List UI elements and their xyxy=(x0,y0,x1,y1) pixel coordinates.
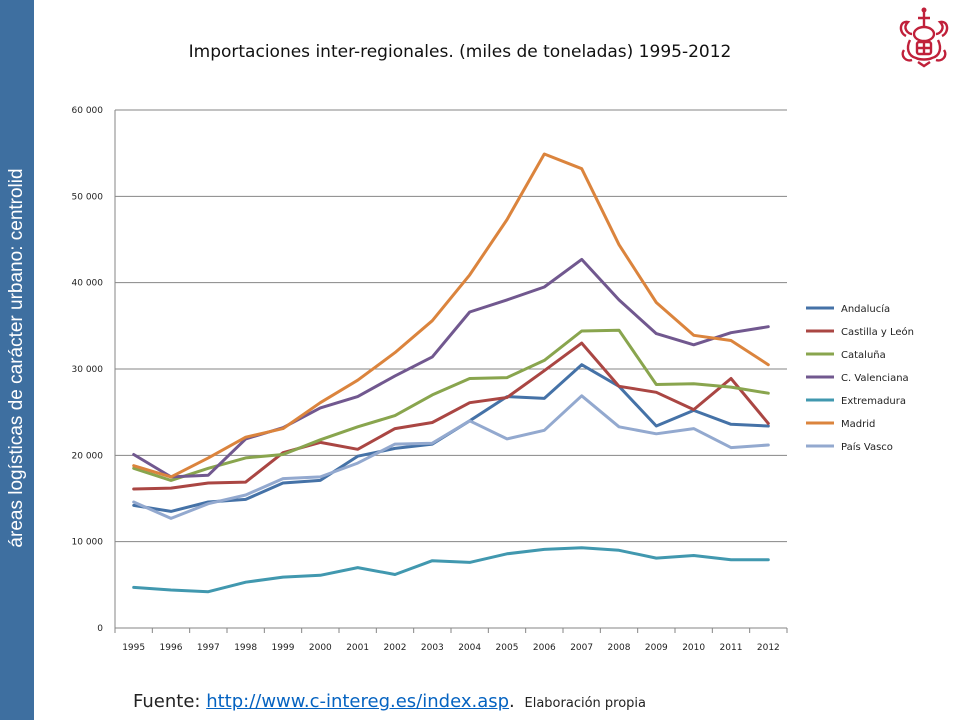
x-tick-label: 2006 xyxy=(533,643,556,653)
legend: Andalucía Castilla y León Cataluña C. Valen… xyxy=(806,303,914,453)
x-tick-label: 2004 xyxy=(458,643,481,653)
y-tick-label: 30 000 xyxy=(72,365,104,375)
y-tick-label: 20 000 xyxy=(72,451,104,461)
series-line xyxy=(132,341,770,491)
legend-label: País Vasco xyxy=(841,441,893,453)
line-chart: 0 10 000 20 000 30 000 40 000 50 000 60 000 19… xyxy=(72,106,914,653)
legend-label: C. Valenciana xyxy=(841,373,909,384)
legend-label: Castilla y León xyxy=(841,326,914,338)
source-prefix: Fuente: xyxy=(133,691,207,712)
x-tick-label: 2000 xyxy=(309,643,332,653)
source-note: Fuente: http://www.c-intereg.es/index.as… xyxy=(133,691,646,712)
x-tick-label: 2012 xyxy=(757,643,780,653)
source-punct: . xyxy=(509,691,515,712)
x-tick-label: 1996 xyxy=(160,643,183,653)
y-tick-label: 40 000 xyxy=(72,279,104,289)
y-tick-label: 50 000 xyxy=(72,192,104,202)
x-tick-label: 1999 xyxy=(272,643,295,653)
x-tick-label: 2007 xyxy=(570,643,593,653)
x-tick-labels: 1995 1996 1997 1998 1999 2000 2001 2002 2003 2004… xyxy=(122,643,780,653)
x-tick-label: 2011 xyxy=(720,643,743,653)
legend-label: Extremadura xyxy=(841,396,906,407)
sidebar-title: áreas logísticas de carácter urbano: cen… xyxy=(6,168,27,548)
y-tick-labels: 0 10 000 20 000 30 000 40 000 50 000 60 000 xyxy=(72,106,104,634)
legend-label: Madrid xyxy=(841,419,875,430)
sidebar: áreas logísticas de carácter urbano: cen… xyxy=(0,0,34,720)
grid-lines xyxy=(115,109,787,543)
series-line xyxy=(132,328,770,482)
y-tick-label: 10 000 xyxy=(72,538,104,548)
series-line xyxy=(132,394,770,520)
axes xyxy=(114,110,788,633)
y-tick-label: 60 000 xyxy=(72,106,104,116)
legend-label: Andalucía xyxy=(841,303,890,315)
x-tick-label: 1998 xyxy=(234,643,257,653)
university-crest-logo xyxy=(896,6,952,68)
chart-title: Importaciones inter-regionales. (miles d… xyxy=(188,42,732,62)
x-tick-label: 2001 xyxy=(346,643,369,653)
series-lines xyxy=(132,152,770,594)
source-link[interactable]: http://www.c-intereg.es/index.asp xyxy=(206,691,510,712)
legend-label: Cataluña xyxy=(841,350,886,361)
x-tick-label: 2008 xyxy=(608,643,631,653)
series-line xyxy=(132,546,770,594)
x-tick-label: 1995 xyxy=(122,643,145,653)
x-tick-label: 2005 xyxy=(496,643,519,653)
x-tick-label: 2002 xyxy=(384,643,407,653)
series-line xyxy=(132,257,770,479)
x-tick-label: 2010 xyxy=(682,643,705,653)
x-tick-label: 1997 xyxy=(197,643,220,653)
x-tick-label: 2003 xyxy=(421,643,444,653)
y-tick-label: 0 xyxy=(97,624,103,634)
source-credit: Elaboración propia xyxy=(524,696,647,711)
x-tick-label: 2009 xyxy=(645,643,668,653)
series-line xyxy=(132,152,770,479)
